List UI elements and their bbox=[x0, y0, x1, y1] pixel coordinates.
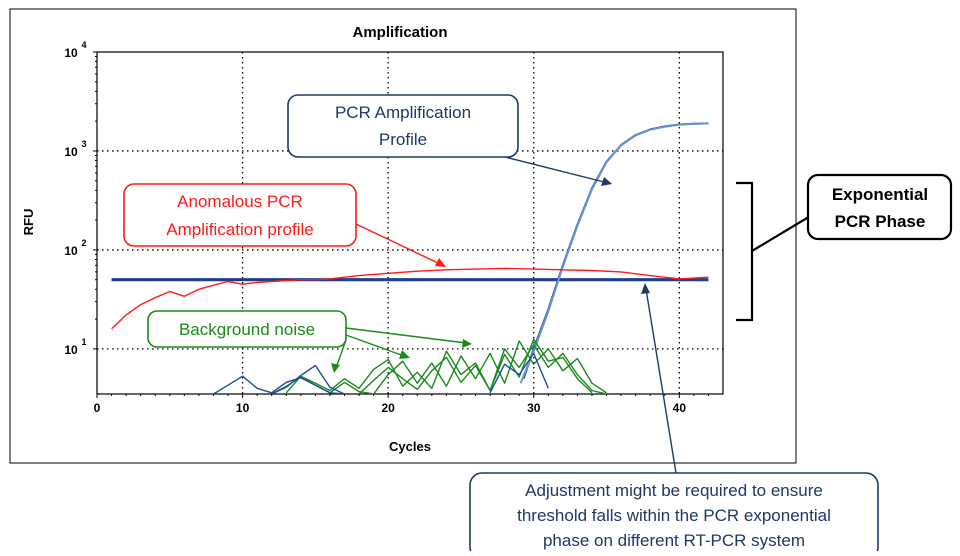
pcr-profile-callout bbox=[287, 94, 519, 158]
adjustment-arrow bbox=[645, 288, 677, 474]
noise-arrowhead-3 bbox=[462, 339, 472, 348]
pcr-profile-line-1: PCR Amplification bbox=[335, 103, 471, 122]
annotations: PCR Amplification Profile Anomalous PCR … bbox=[123, 94, 953, 556]
pcr-profile-arrowhead bbox=[601, 177, 612, 186]
y-tick-label-exponent: 1 bbox=[81, 337, 86, 347]
anomalous-line-2: Amplification profile bbox=[166, 220, 313, 239]
pcr-profile-line-2: Profile bbox=[379, 130, 427, 149]
y-tick-label-base: 10 bbox=[64, 145, 78, 159]
noise-arrowhead-2 bbox=[399, 350, 410, 359]
series-line-anomalous-pcr-2 bbox=[111, 267, 709, 330]
plot-area bbox=[96, 51, 724, 395]
exponential-label-box bbox=[806, 173, 953, 241]
noise-arrow-3 bbox=[345, 327, 467, 344]
chart-title: Amplification bbox=[352, 24, 447, 41]
noise-callout bbox=[147, 310, 347, 348]
noise-arrow-1 bbox=[335, 339, 347, 369]
y-tick-label-base: 10 bbox=[64, 343, 78, 357]
pcr-profile-arrow bbox=[504, 156, 609, 184]
series-line-background-noise-4 bbox=[285, 344, 607, 394]
exponential-line-2: PCR Phase bbox=[835, 212, 926, 231]
exponential-bracket bbox=[736, 181, 754, 322]
noise-label: Background noise bbox=[179, 320, 315, 339]
series-line-background-noise-8 bbox=[489, 352, 549, 394]
anomalous-callout bbox=[123, 183, 357, 247]
adjustment-line-2: threshold falls within the PCR exponenti… bbox=[517, 506, 831, 525]
series-line-background-noise-6 bbox=[213, 375, 345, 394]
y-axis-label: RFU bbox=[21, 209, 36, 236]
anomalous-line-1: Anomalous PCR bbox=[177, 192, 303, 211]
adjustment-line-3: phase on different RT-PCR system bbox=[543, 531, 805, 550]
series-line-background-noise-5 bbox=[358, 338, 593, 394]
noise-arrow-2 bbox=[345, 334, 405, 357]
series-layer bbox=[111, 122, 709, 394]
x-tick-label: 20 bbox=[381, 401, 395, 415]
x-axis-label: Cycles bbox=[389, 439, 431, 454]
anomalous-arrow bbox=[355, 223, 441, 265]
series-line-pcr-amplification-replicate-1 bbox=[519, 122, 709, 384]
y-tick-label-exponent: 3 bbox=[81, 139, 86, 149]
exponential-line-1: Exponential bbox=[832, 185, 928, 204]
exponential-connector bbox=[751, 214, 813, 252]
y-tick-label-exponent: 4 bbox=[81, 40, 86, 50]
y-tick-label-base: 10 bbox=[64, 244, 78, 258]
noise-arrowhead-1 bbox=[331, 363, 340, 373]
x-tick-label: 40 bbox=[673, 401, 687, 415]
y-tick-label-base: 10 bbox=[64, 46, 78, 60]
adjustment-callout bbox=[469, 472, 879, 556]
x-tick-label: 30 bbox=[527, 401, 541, 415]
y-tick-label-exponent: 2 bbox=[81, 238, 86, 248]
adjustment-arrowhead bbox=[641, 283, 650, 294]
x-tick-label: 10 bbox=[236, 401, 250, 415]
series-line-background-noise-7 bbox=[271, 364, 345, 394]
adjustment-line-1: Adjustment might be required to ensure bbox=[525, 481, 823, 500]
x-tick-label: 0 bbox=[94, 401, 101, 415]
anomalous-arrowhead bbox=[435, 258, 446, 267]
